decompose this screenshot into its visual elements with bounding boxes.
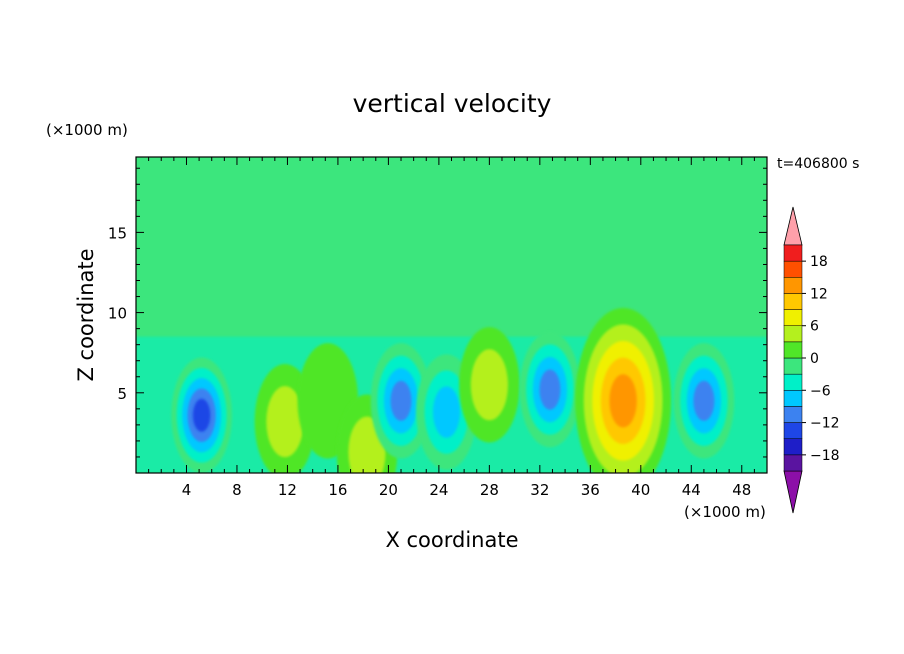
feature-downdraft — [370, 343, 432, 459]
colorbar: 18 12 6 0 −6 −12 −18 — [783, 206, 840, 514]
colorbar-bin — [783, 325, 803, 343]
colorbar-tick-label: 12 — [810, 286, 828, 302]
contour-level — [470, 349, 508, 421]
x-tick-label: 40 — [631, 481, 650, 499]
contour-level — [432, 386, 460, 438]
contour-level — [693, 380, 715, 421]
contour-level — [539, 369, 561, 410]
feature-downdraft — [519, 331, 581, 448]
x-tick-label: 4 — [182, 481, 192, 499]
y-axis: 5 10 15 — [108, 167, 767, 458]
contour-field — [136, 307, 767, 473]
feature-downdraft — [171, 357, 232, 473]
x-tick-label: 28 — [480, 481, 499, 499]
colorbar-bin — [783, 260, 803, 278]
colorbar-bin — [783, 341, 803, 359]
colorbar-extend-max — [783, 206, 803, 246]
x-tick-label: 8 — [232, 481, 242, 499]
contour-level — [390, 380, 412, 421]
x-tick-label: 24 — [429, 481, 448, 499]
colorbar-bin — [783, 309, 803, 326]
time-label: t=406800 s — [777, 156, 859, 172]
x-axis: 4 8 12 16 20 24 28 32 36 40 44 48 — [148, 157, 755, 499]
y-units-label: (×1000 m) — [46, 121, 128, 139]
colorbar-tick-label: 6 — [810, 319, 819, 335]
colorbar-tick-label: −6 — [810, 383, 831, 399]
y-tick-label: 15 — [108, 224, 127, 242]
colorbar-bin — [783, 422, 803, 439]
colorbar-bin — [783, 454, 803, 472]
contour-level — [609, 374, 637, 428]
colorbar-bin — [783, 357, 803, 375]
colorbar-tick-label: −18 — [810, 448, 840, 464]
colorbar-bin — [783, 438, 803, 456]
feature-downdraft — [673, 343, 735, 459]
feature-updraft — [459, 327, 520, 443]
x-units-label: (×1000 m) — [684, 503, 766, 521]
y-tick-label: 10 — [108, 305, 127, 323]
x-tick-label: 44 — [682, 481, 701, 499]
colorbar-extend-min — [783, 470, 803, 514]
x-tick-label: 36 — [581, 481, 600, 499]
plot-area — [135, 156, 768, 474]
y-axis-label: Z coordinate — [74, 248, 98, 381]
chart-title: vertical velocity — [353, 89, 552, 118]
x-tick-label: 12 — [278, 481, 297, 499]
x-axis-label: X coordinate — [385, 528, 518, 552]
x-tick-label: 20 — [379, 481, 398, 499]
colorbar-bin — [783, 373, 803, 391]
x-tick-label: 16 — [328, 481, 347, 499]
colorbar-tick-label: 18 — [810, 254, 828, 270]
colorbar-bin — [783, 277, 803, 294]
feature-updraft — [575, 307, 672, 473]
y-tick-label: 5 — [117, 385, 127, 403]
x-tick-label: 32 — [530, 481, 549, 499]
colorbar-bin — [783, 293, 803, 310]
colorbar-tick-label: −12 — [810, 416, 840, 432]
x-tick-label: 48 — [732, 481, 751, 499]
colorbar-bin — [783, 406, 803, 423]
colorbar-tick-label: 0 — [810, 351, 819, 367]
colorbar-bin — [783, 244, 803, 262]
contour-level — [266, 386, 304, 458]
contour-level — [192, 398, 211, 432]
colorbar-bin — [783, 390, 803, 407]
